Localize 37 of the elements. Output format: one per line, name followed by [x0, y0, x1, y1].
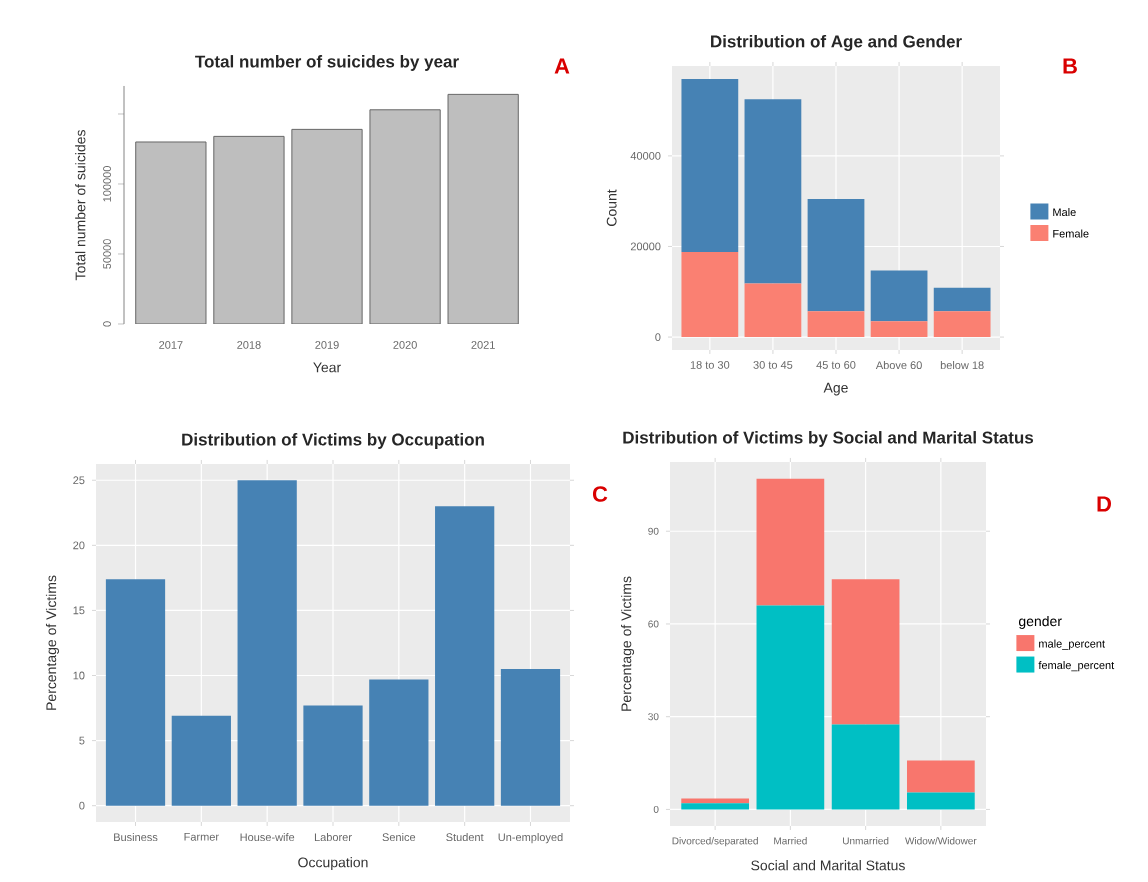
bar: [744, 283, 802, 338]
bar: [831, 724, 900, 810]
bar: [500, 669, 561, 806]
bar: [907, 760, 975, 793]
bar: [756, 605, 825, 810]
chart-title: Distribution of Age and Gender: [711, 34, 962, 51]
bar: [447, 93, 519, 324]
bar: [291, 129, 363, 324]
bar: [105, 579, 166, 806]
bar: [807, 311, 865, 338]
bar: [870, 270, 928, 322]
text: A: [554, 58, 570, 74]
chart-title: Distribution of Victims by Social and Marital Status: [623, 431, 1034, 447]
bar: [744, 99, 802, 284]
bar: [756, 478, 825, 606]
bar: [933, 287, 991, 312]
bar: [681, 803, 749, 810]
chart-title: Distribution of Victims by Occupation: [182, 433, 484, 449]
bar: [171, 715, 231, 806]
bar: [369, 679, 429, 806]
bar: [870, 321, 928, 338]
bar: [681, 251, 739, 338]
text: D: [1097, 496, 1112, 512]
chart-title: Total number of suicides by year: [195, 55, 459, 71]
bar: [369, 109, 441, 324]
bar: [303, 705, 363, 806]
bar: [831, 579, 900, 725]
bar: [681, 78, 739, 252]
text: C: [592, 486, 608, 502]
bar: [907, 792, 975, 810]
bar: [237, 480, 297, 806]
bar: [933, 311, 991, 338]
text: B: [1063, 58, 1077, 74]
bar: [435, 506, 495, 806]
bar: [807, 198, 865, 312]
bar: [213, 136, 285, 324]
bar: [135, 141, 206, 324]
